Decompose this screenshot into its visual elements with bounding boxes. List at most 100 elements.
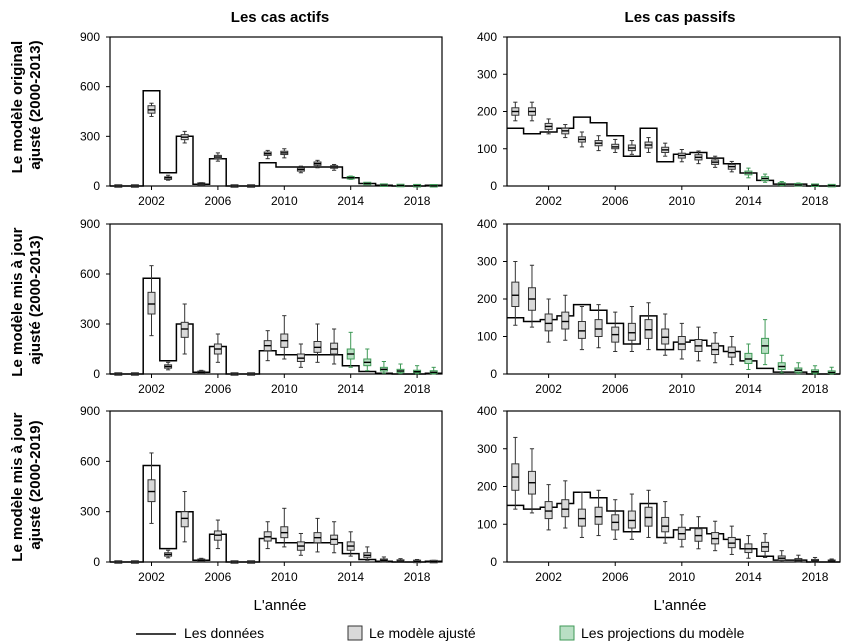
fitted-box <box>114 560 123 564</box>
row-title-2-line-1: Le modèle mis à jour <box>9 227 26 376</box>
fitted-box <box>313 517 322 553</box>
fitted-box <box>230 372 239 376</box>
y-tick-label: 400 <box>477 217 497 231</box>
fitted-box <box>280 507 289 548</box>
projection-box <box>396 363 405 375</box>
projection-box <box>777 354 786 374</box>
fitted-box <box>296 165 305 174</box>
box-iqr <box>594 506 603 525</box>
box-iqr <box>544 501 553 520</box>
x-tick-label: 2018 <box>404 570 431 584</box>
x-axis-label-left: L'année <box>254 597 307 614</box>
fitted-box <box>130 372 139 376</box>
fitted-box <box>661 142 670 157</box>
projection-box <box>761 173 770 183</box>
fitted-box <box>577 491 586 538</box>
x-tick-label: 2010 <box>668 194 695 208</box>
fitted-box <box>247 184 256 188</box>
fitted-box <box>230 560 239 564</box>
y-tick-label: 600 <box>80 80 100 94</box>
box-iqr <box>627 510 636 529</box>
panel-1: 0 300 600 900 2002 2006 2010 2014 2018 <box>80 30 443 208</box>
fitted-box <box>811 556 820 563</box>
row-title-2-line-2: ajusté (2000-2013) <box>27 235 44 364</box>
y-tick-label: 0 <box>93 179 100 193</box>
data-step-line <box>507 491 840 563</box>
row-title-1-line-1: Le modèle original <box>9 41 26 174</box>
box-iqr <box>544 313 553 332</box>
fitted-box <box>263 149 272 160</box>
y-tick-label: 300 <box>477 442 497 456</box>
panel-frame <box>109 36 443 187</box>
y-tick-label: 900 <box>80 404 100 418</box>
fitted-box <box>511 436 520 510</box>
fitted-box <box>263 330 272 362</box>
fitted-box <box>180 303 189 355</box>
x-tick-label: 2010 <box>668 382 695 396</box>
x-tick-label: 2014 <box>735 382 762 396</box>
y-tick-label: 0 <box>490 179 497 193</box>
fitted-box <box>661 313 670 356</box>
y-tick-label: 0 <box>93 367 100 381</box>
fitted-box <box>561 294 570 341</box>
x-tick-label: 2018 <box>404 194 431 208</box>
panel-3: 0 300 600 900 2002 2006 2010 2014 2018 <box>80 217 443 396</box>
fitted-box <box>413 558 422 564</box>
legend-fitted-label: Le modèle ajusté <box>369 625 476 641</box>
fitted-box <box>577 131 586 148</box>
x-tick-label: 2018 <box>802 194 829 208</box>
fitted-box <box>711 520 720 552</box>
x-tick-label: 2010 <box>271 194 298 208</box>
fitted-box <box>644 302 653 351</box>
y-tick-label: 600 <box>80 267 100 281</box>
x-tick-label: 2014 <box>337 570 364 584</box>
projection-box <box>413 365 422 375</box>
x-tick-label: 2010 <box>271 382 298 396</box>
box-iqr <box>627 322 636 341</box>
projection-box <box>379 183 388 187</box>
projection-box <box>396 183 405 188</box>
x-tick-label: 2014 <box>735 570 762 584</box>
legend-projection-label: Les projections du modèle <box>581 625 745 641</box>
x-tick-label: 2002 <box>535 194 562 208</box>
fitted-box <box>794 554 803 563</box>
fitted-box <box>627 493 636 540</box>
box-iqr <box>644 319 653 339</box>
fitted-box <box>544 118 553 135</box>
fitted-box <box>677 148 686 163</box>
fitted-box <box>694 150 703 165</box>
fitted-box <box>594 135 603 152</box>
fitted-box <box>147 452 156 524</box>
y-tick-label: 200 <box>477 292 497 306</box>
fitted-box <box>611 311 620 352</box>
fitted-box <box>594 489 603 537</box>
x-tick-label: 2006 <box>205 194 232 208</box>
row-title-2: Le modèle mis à jour ajusté (2000-2013) <box>9 223 44 376</box>
projection-box <box>744 343 753 370</box>
projection-box <box>827 183 836 188</box>
x-tick-label: 2018 <box>802 382 829 396</box>
fitted-box <box>611 499 620 540</box>
projection-box <box>363 181 372 186</box>
x-tick-label: 2014 <box>337 194 364 208</box>
x-tick-label: 2002 <box>138 382 165 396</box>
row-title-3-line-2: ajusté (2000-2019) <box>27 420 44 549</box>
fitted-box <box>544 484 553 531</box>
fitted-box <box>197 557 206 563</box>
fitted-box <box>694 516 703 550</box>
fitted-box <box>627 306 636 352</box>
box-iqr <box>661 516 670 533</box>
fitted-box <box>280 315 289 360</box>
x-tick-label: 2006 <box>602 570 629 584</box>
panel-6: 0 100 200 300 400 2002 2006 2010 2014 2018 <box>477 404 841 584</box>
row-title-1-line-2: ajusté (2000-2013) <box>27 40 44 169</box>
projection-box <box>777 181 786 187</box>
fitted-box <box>213 333 222 363</box>
fitted-box <box>711 332 720 364</box>
panel-5: 0 300 600 900 2002 2006 2010 2014 2018 <box>80 404 443 584</box>
projection-box <box>346 331 355 368</box>
fitted-box <box>761 533 770 558</box>
panel-frame <box>109 410 443 563</box>
box-iqr <box>661 328 670 345</box>
